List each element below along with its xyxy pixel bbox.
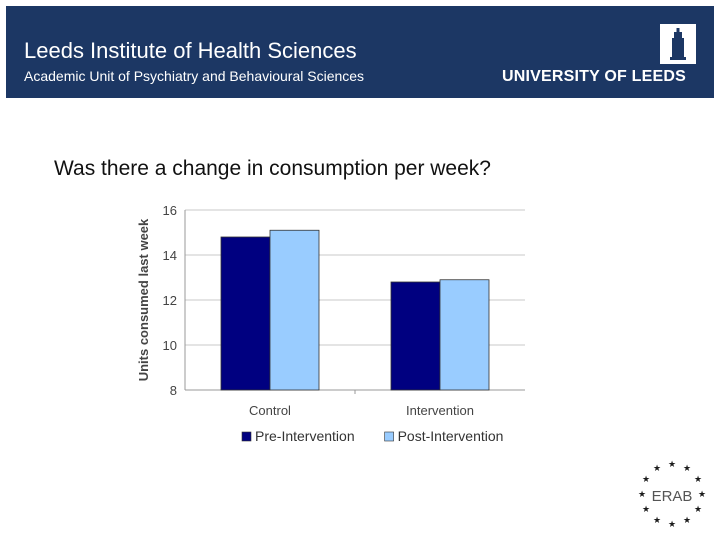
legend-swatch [241, 431, 252, 442]
legend-label: Post-Intervention [398, 428, 504, 444]
star-icon: ★ [694, 504, 702, 514]
bar-control-post-intervention [269, 229, 320, 391]
y-tick-label: 10 [163, 338, 177, 353]
y-tick-label: 12 [163, 293, 177, 308]
header-banner: Leeds Institute of Health Sciences Acade… [6, 6, 714, 98]
bar-control-pre-intervention [220, 236, 271, 391]
legend-swatch [384, 431, 394, 442]
star-icon: ★ [683, 463, 691, 473]
star-icon: ★ [668, 459, 676, 469]
erab-logo: ★ ★★★★★★★★★★★ ERAB [638, 459, 706, 529]
institute-title: Leeds Institute of Health Sciences [24, 38, 357, 63]
university-logo-text: UNIVERSITY OF LEEDS [502, 68, 686, 85]
y-axis-label: Units consumed last week [136, 218, 151, 381]
star-ring-icon: ★ ★★★★★★★★★★★ [638, 459, 706, 529]
erab-logo-text: ERAB [652, 488, 693, 505]
bar-chart: 8 10 12 14 16 Units consumed last week Control… [136, 203, 525, 444]
unit-subtitle: Academic Unit of Psychiatry and Behaviou… [24, 68, 365, 84]
slide-question: Was there a change in consumption per we… [54, 157, 491, 180]
bar-intervention-post-intervention [439, 279, 490, 391]
star-icon: ★ [638, 489, 646, 499]
x-tick-label: Intervention [406, 403, 474, 418]
y-tick-label: 16 [163, 203, 177, 218]
star-icon: ★ [698, 489, 706, 499]
star-icon: ★ [642, 504, 650, 514]
y-tick-label: 8 [170, 383, 177, 398]
bar-intervention-pre-intervention [390, 281, 441, 391]
star-icon: ★ [653, 463, 661, 473]
legend-label: Pre-Intervention [255, 428, 355, 444]
university-crest-icon [660, 24, 696, 64]
y-tick-label: 14 [163, 248, 177, 263]
star-icon: ★ [694, 474, 702, 484]
star-icon: ★ [668, 519, 676, 529]
x-tick-label: Control [249, 403, 291, 418]
star-icon: ★ [683, 515, 691, 525]
star-icon: ★ [653, 515, 661, 525]
star-icon: ★ [642, 474, 650, 484]
